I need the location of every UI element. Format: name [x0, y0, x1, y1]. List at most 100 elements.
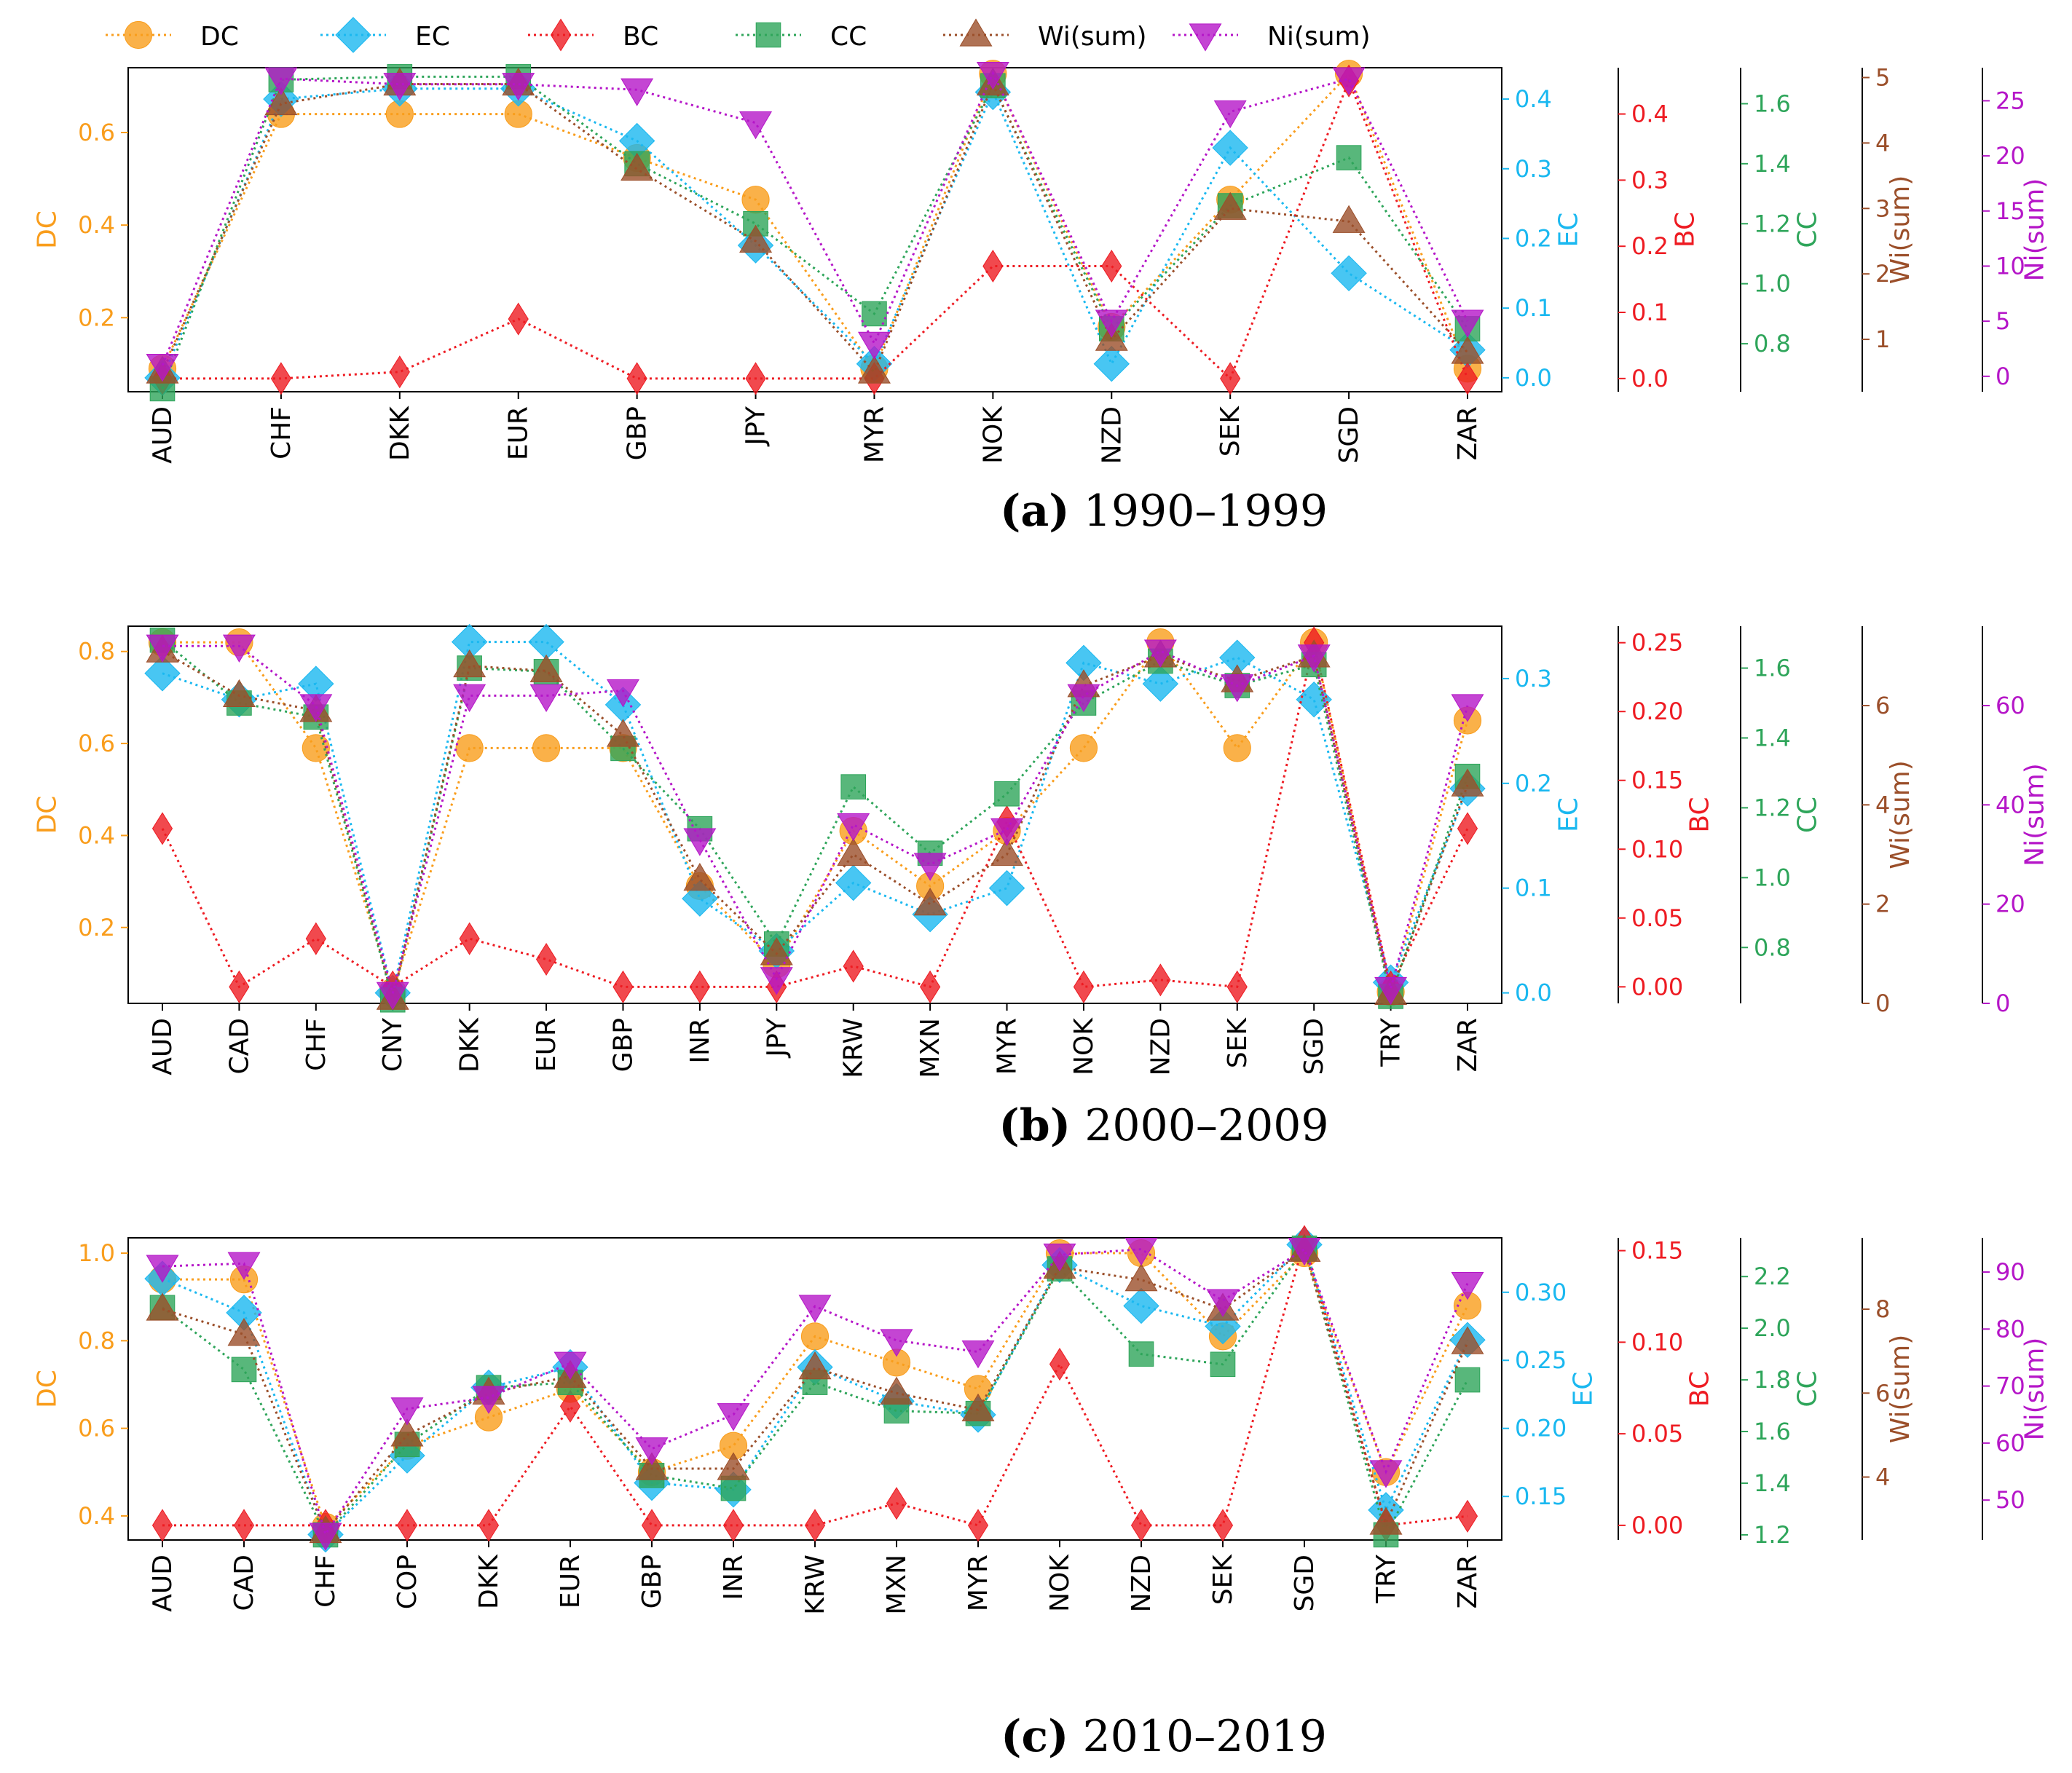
series-line: [162, 639, 1469, 1000]
axis-title: Wi(sum): [1886, 760, 1915, 869]
tick-label: 60: [1996, 1429, 2025, 1457]
data-point-mxn: [880, 1376, 913, 1405]
data-point-krw: [835, 864, 872, 901]
data-point-inr: [683, 863, 717, 891]
data-point-myr: [857, 355, 891, 384]
data-point-jpy: [760, 937, 793, 966]
data-point-eur: [535, 942, 557, 976]
tick-label: 0.4: [1515, 85, 1552, 113]
tick-label: 1.6: [1754, 1418, 1791, 1445]
axis-nisum: 0 5 10 15 20 25 Ni(sum): [1982, 68, 2050, 392]
data-point-jpy: [739, 224, 773, 253]
data-point-cad: [231, 1357, 257, 1383]
tick-label: 70: [1996, 1373, 2025, 1400]
tick-label: 80: [1996, 1315, 2025, 1343]
data-point-mxn: [913, 853, 947, 881]
legend-entry-cc: CC: [736, 22, 867, 52]
data-point-try: [1374, 976, 1408, 1006]
tick-label: 6: [1875, 1379, 1890, 1407]
panel-c: 0.4 0.6 0.8 1.0 DC 0.15 0.20 0.25 0.30 EC 0.00 0.05…: [32, 1225, 2050, 1762]
legend-label: Wi(sum): [1038, 22, 1147, 52]
tick-label: 15: [1996, 197, 2025, 225]
axis-title: BC: [1671, 212, 1701, 248]
x-tick-label: CHF: [267, 406, 296, 459]
axis-title: DC: [32, 796, 62, 834]
tick-label: 0.6: [78, 1415, 115, 1442]
tick-label: 0.8: [78, 638, 115, 666]
axis-title: Ni(sum): [2020, 178, 2050, 282]
axis-title: EC: [1568, 1372, 1598, 1407]
data-point-krw: [800, 1322, 830, 1351]
series-line: [162, 1237, 1468, 1527]
x-tick-label: NZD: [1127, 1555, 1157, 1612]
legend-marker: [755, 22, 781, 48]
tick-label: 0.4: [78, 211, 115, 239]
tick-label: 1.4: [1754, 724, 1791, 751]
series-nisum: [146, 1238, 1484, 1551]
data-point-zar: [1451, 694, 1484, 722]
axis-cc: 0.8 1.0 1.2 1.4 1.6 CC: [1740, 626, 1823, 1003]
data-point-dkk: [383, 73, 417, 101]
axis-title: Ni(sum): [2020, 1338, 2050, 1441]
data-point-nzd: [1124, 1263, 1158, 1292]
axis-title: Wi(sum): [1886, 175, 1915, 285]
data-point-eur: [532, 734, 561, 762]
tick-label: 0.30: [1515, 1279, 1567, 1306]
tick-label: 1.6: [1754, 90, 1791, 117]
x-tick-label: EUR: [504, 406, 534, 460]
axis-title: BC: [1685, 797, 1714, 832]
data-point-sgd: [1296, 682, 1332, 718]
tick-label: 0.20: [1631, 698, 1683, 725]
tick-label: 1.6: [1754, 655, 1791, 682]
axis-dc: 0.2 0.4 0.6 DC: [32, 119, 128, 331]
data-point-krw: [837, 837, 870, 866]
data-point-myr: [857, 331, 891, 360]
x-tick-label: KRW: [800, 1555, 830, 1615]
data-point-gbp: [606, 679, 639, 708]
x-tick-label: ZAR: [1453, 1555, 1483, 1608]
x-tick-label: KRW: [839, 1018, 869, 1078]
legend-entry-bc: BC: [528, 18, 658, 52]
axis-title: Ni(sum): [2020, 763, 2050, 866]
series-line: [161, 642, 1469, 990]
tick-label: 0.1: [1631, 299, 1669, 326]
data-point-nzd: [1095, 309, 1128, 338]
tick-label: 2: [1875, 260, 1890, 288]
x-tick-label: MYR: [964, 1555, 993, 1611]
x-tick-label: DKK: [455, 1017, 485, 1073]
axis-title: CC: [1793, 797, 1823, 833]
data-point-sek: [1220, 362, 1241, 395]
data-point-sgd: [1288, 1238, 1321, 1266]
tick-label: 2.2: [1754, 1263, 1791, 1290]
data-point-zar: [1451, 1326, 1484, 1354]
axis-dc: 0.4 0.6 0.8 1.0 DC: [32, 1239, 128, 1530]
x-tick-label: MXN: [882, 1555, 912, 1615]
data-point-eur: [554, 1351, 587, 1380]
legend-marker: [1189, 23, 1222, 52]
data-point-nok: [1043, 1243, 1076, 1272]
panel-a: 0.2 0.4 0.6 DC 0.0 0.1 0.2 0.3 0.4 EC 0.0 0.1 0.2 0.3…: [32, 60, 2050, 537]
tick-label: 0.2: [1515, 224, 1552, 252]
data-point-mxn: [886, 1487, 907, 1520]
panel-b: 0.2 0.4 0.6 0.8 DC 0.0 0.1 0.2 0.3 EC 0.00 0.05 0.10…: [32, 623, 2050, 1151]
data-point-zar: [1457, 1499, 1478, 1533]
tick-label: 60: [1996, 692, 2025, 719]
tick-label: 0.25: [1631, 629, 1683, 657]
axis-title: DC: [32, 1370, 62, 1408]
data-point-sek: [1212, 130, 1248, 166]
data-point-gbp: [621, 152, 654, 181]
data-point-dkk: [455, 734, 484, 762]
tick-label: 1: [1875, 325, 1890, 353]
caption-letter: (a): [1000, 486, 1070, 537]
data-point-chf: [302, 734, 330, 762]
caption-period: 2000–2009: [1071, 1100, 1328, 1151]
tick-label: 0.2: [1631, 232, 1669, 260]
data-point-myr: [990, 818, 1024, 847]
x-tick-label: SEK: [1223, 1017, 1253, 1069]
data-point-sek: [1226, 970, 1248, 1003]
data-point-nok: [1067, 684, 1100, 713]
tick-label: 0.2: [1515, 770, 1552, 797]
legend-marker: [335, 17, 371, 53]
tick-label: 0.10: [1631, 1328, 1683, 1356]
